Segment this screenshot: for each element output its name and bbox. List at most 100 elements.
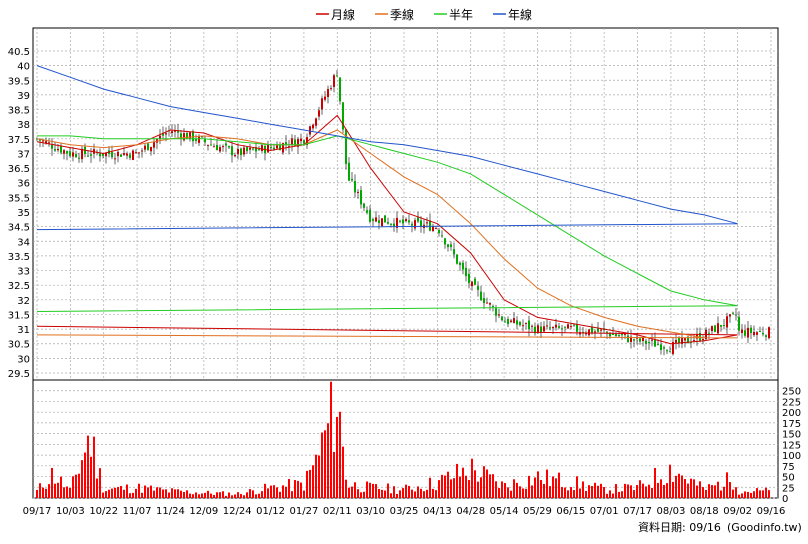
candle-body (78, 157, 80, 159)
candle-body (252, 148, 254, 150)
volume-bar (81, 460, 83, 498)
candle-body (408, 220, 410, 223)
date-tick-label: 10/22 (89, 506, 118, 517)
candle-body (732, 312, 734, 314)
candle-body (63, 150, 65, 154)
candle-body (375, 217, 377, 222)
candle-body (147, 143, 149, 151)
candle-body (342, 102, 344, 130)
volume-bar (597, 485, 599, 498)
volume-bar (579, 488, 581, 498)
candle-body (120, 154, 122, 157)
candle-body (351, 178, 353, 181)
volume-bar (399, 490, 401, 498)
volume-bar (402, 488, 404, 498)
candle-body (255, 147, 257, 152)
volume-bar (72, 476, 74, 498)
volume-bar (282, 485, 284, 498)
volume-bar (420, 488, 422, 498)
candle-body (471, 281, 473, 287)
volume-bar (750, 492, 752, 498)
candle-body (564, 326, 566, 328)
volume-bar (414, 491, 416, 498)
candle-body (81, 148, 83, 160)
volume-bar (546, 469, 548, 498)
volume-plot-area (32, 379, 779, 499)
volume-bar (198, 494, 200, 498)
candle-body (354, 181, 356, 193)
candle-body (390, 223, 392, 225)
volume-bar (549, 486, 551, 498)
volume-bar (168, 492, 170, 498)
volume-bar (603, 487, 605, 498)
volume-bar (411, 489, 413, 498)
volume-bar (729, 482, 731, 498)
candle-body (303, 140, 305, 144)
price-tick-label: 34 (17, 237, 30, 248)
volume-bar (669, 464, 671, 498)
candle-body (258, 149, 260, 151)
volume-bar (687, 483, 689, 498)
volume-bar (537, 471, 539, 498)
volume-tick-label: 250 (782, 387, 801, 398)
volume-bar (576, 476, 578, 498)
volume-bar (252, 490, 254, 498)
date-tick-label: 05/29 (523, 506, 552, 517)
candle-body (711, 326, 713, 332)
volume-bar (261, 491, 263, 498)
candle-body (291, 138, 293, 145)
candle-body (138, 152, 140, 154)
candle-body (687, 336, 689, 344)
candle-body (573, 324, 575, 326)
volume-bar (39, 483, 41, 498)
candle-body (432, 226, 434, 232)
volume-bar (768, 490, 770, 498)
date-tick-label: 12/24 (223, 506, 252, 517)
volume-bar (660, 479, 662, 498)
candle-body (525, 323, 527, 325)
price-tick-label: 38 (17, 120, 30, 131)
volume-bar (42, 487, 44, 498)
legend-label-monthly: 月線 (331, 7, 355, 22)
volume-bar (594, 482, 596, 498)
candle-body (315, 118, 317, 126)
volume-bar (588, 485, 590, 498)
volume-bar (84, 452, 86, 498)
candle-body (111, 152, 113, 158)
volume-bar (693, 479, 695, 498)
volume-tick-label: 150 (782, 430, 801, 441)
volume-bar (630, 485, 632, 498)
candle-body (708, 332, 710, 334)
volume-bar (381, 489, 383, 498)
volume-bar (447, 471, 449, 498)
candle-body (90, 154, 92, 156)
volume-bar (303, 490, 305, 498)
volume-bar (678, 473, 680, 498)
candle-body (747, 327, 749, 338)
candle-body (189, 132, 191, 139)
candle-body (105, 152, 107, 157)
volume-bar (543, 483, 545, 498)
volume-bar (138, 483, 140, 498)
candle-body (648, 341, 650, 344)
volume-bar (204, 492, 206, 498)
volume-bar (297, 480, 299, 498)
candle-body (663, 347, 665, 349)
candle-body (378, 220, 380, 224)
volume-bar (684, 479, 686, 498)
candle-body (672, 341, 674, 355)
candle-body (606, 331, 608, 333)
candle-body (714, 325, 716, 332)
candle-body (192, 131, 194, 142)
volume-tick-label: 225 (782, 397, 801, 408)
volume-bar (231, 495, 233, 498)
volume-bar (723, 486, 725, 498)
price-tick-label: 30.5 (8, 340, 30, 351)
date-tick-label: 01/12 (256, 506, 285, 517)
candle-body (285, 142, 287, 145)
volume-bar (291, 491, 293, 498)
volume-bar (498, 488, 500, 498)
volume-bar (705, 489, 707, 498)
volume-bar (375, 484, 377, 498)
volume-bar (330, 381, 332, 498)
